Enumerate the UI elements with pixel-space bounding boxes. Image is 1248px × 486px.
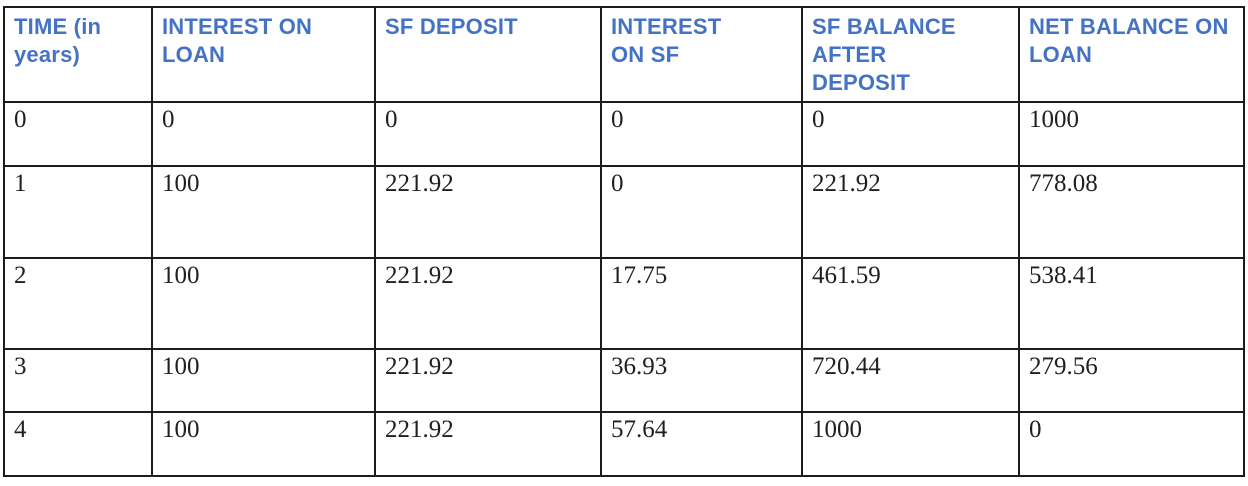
table-cell: 778.08 <box>1018 165 1245 259</box>
table-cell: 538.41 <box>1018 257 1245 350</box>
column-header: NET BALANCE ON LOAN <box>1018 6 1245 103</box>
table-row: 3 100 221.92 36.93 720.44 279.56 <box>3 348 1245 413</box>
column-header: INTEREST ON LOAN <box>151 6 376 103</box>
header-row: TIME (in years) INTEREST ON LOAN SF DEPOSI… <box>3 6 1245 103</box>
table-cell: 221.92 <box>374 348 602 413</box>
table-cell: 100 <box>151 411 376 477</box>
table-cell: 0 <box>801 101 1020 167</box>
column-header: SF DEPOSIT <box>374 6 602 103</box>
table-cell: 100 <box>151 165 376 259</box>
table-cell: 0 <box>151 101 376 167</box>
table-cell: 36.93 <box>600 348 803 413</box>
table-cell: 57.64 <box>600 411 803 477</box>
table-cell: 221.92 <box>374 257 602 350</box>
table-cell: 1000 <box>801 411 1020 477</box>
table-cell: 221.92 <box>801 165 1020 259</box>
table-cell: 279.56 <box>1018 348 1245 413</box>
table-cell: 461.59 <box>801 257 1020 350</box>
table-cell: 0 <box>600 101 803 167</box>
table-cell: 1000 <box>1018 101 1245 167</box>
column-header: INTEREST ON SF <box>600 6 803 103</box>
table-cell: 0 <box>600 165 803 259</box>
table-cell: 0 <box>1018 411 1245 477</box>
column-header: TIME (in years) <box>3 6 153 103</box>
table-cell: 1 <box>3 165 153 259</box>
table-cell: 100 <box>151 348 376 413</box>
table-row: 2 100 221.92 17.75 461.59 538.41 <box>3 257 1245 350</box>
table-row: 4 100 221.92 57.64 1000 0 <box>3 411 1245 477</box>
table-cell: 2 <box>3 257 153 350</box>
table-cell: 4 <box>3 411 153 477</box>
table-row: 1 100 221.92 0 221.92 778.08 <box>3 165 1245 259</box>
table-row: 0 0 0 0 0 1000 <box>3 101 1245 167</box>
table-cell: 720.44 <box>801 348 1020 413</box>
table-body: 0 0 0 0 0 1000 1 100 221.92 0 221.92 778.08 2 100 221.… <box>3 101 1245 477</box>
table-cell: 221.92 <box>374 165 602 259</box>
table-cell: 0 <box>3 101 153 167</box>
sinking-fund-table: TIME (in years) INTEREST ON LOAN SF DEPOSI… <box>3 6 1245 477</box>
table-cell: 17.75 <box>600 257 803 350</box>
table-cell: 3 <box>3 348 153 413</box>
column-header: SF BALANCE AFTER DEPOSIT <box>801 6 1020 103</box>
table-cell: 221.92 <box>374 411 602 477</box>
table-cell: 100 <box>151 257 376 350</box>
table-cell: 0 <box>374 101 602 167</box>
